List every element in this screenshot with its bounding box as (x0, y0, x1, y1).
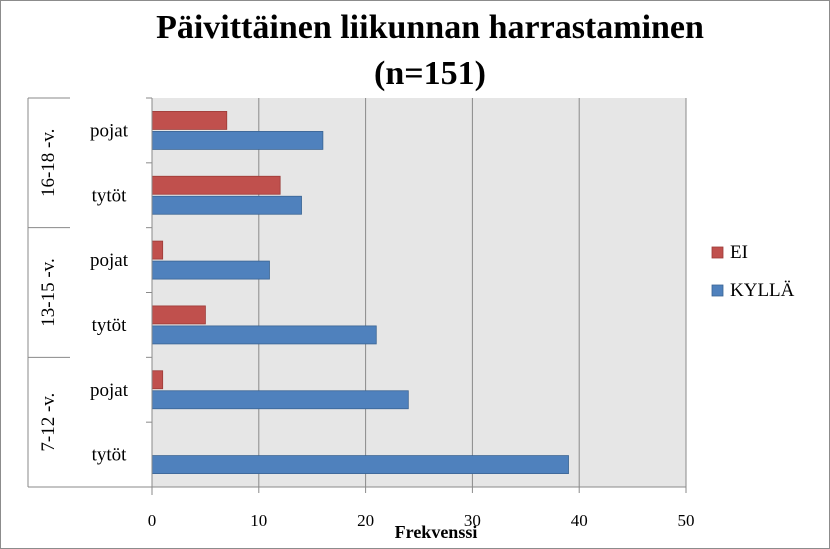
bar-ei-pojat-3 (151, 370, 164, 390)
plot-area (152, 98, 686, 487)
legend-swatch-kyllä (711, 284, 724, 297)
x-tick-label: 0 (148, 511, 157, 530)
bar-kyllä-pojat-1 (151, 131, 324, 150)
x-tick-label: 20 (357, 511, 374, 530)
category-label: pojat (90, 120, 129, 141)
group-label: 7-12 -v. (38, 393, 59, 452)
group-label: 16-18 -v. (38, 129, 59, 197)
category-label: tytöt (92, 315, 128, 336)
x-tick-label: 50 (678, 511, 695, 530)
bar-ei-pojat-2 (151, 240, 164, 260)
bar-kyllä-pojat-2 (151, 260, 270, 280)
x-tick-label: 40 (571, 511, 588, 530)
category-label: pojat (90, 380, 129, 401)
chart-title-line-2: (n=151) (374, 55, 486, 92)
group-label: 13-15 -v. (38, 258, 59, 326)
chart-title-line-1: Päivittäinen liikunnan harrastaminen (156, 9, 704, 46)
bar-ei-tytöt-2 (151, 305, 206, 325)
legend-label-kyllä: KYLLÄ (730, 280, 795, 301)
x-tick-label: 30 (464, 511, 481, 530)
bar-ei-pojat-1 (151, 111, 228, 130)
bar-kyllä-tytöt-1 (151, 195, 302, 215)
legend-label-ei: EI (730, 242, 748, 263)
category-label: tytöt (92, 445, 128, 466)
x-axis-title: Frekvenssi (395, 522, 478, 542)
category-label: pojat (90, 250, 129, 271)
bar-kyllä-tytöt-3 (151, 455, 569, 474)
legend-swatch-ei (711, 246, 724, 259)
bar-kyllä-tytöt-2 (151, 325, 377, 345)
bar-ei-tytöt-1 (151, 175, 281, 195)
category-label: tytöt (92, 185, 128, 206)
x-tick-label: 10 (250, 511, 267, 530)
bar-kyllä-pojat-3 (151, 390, 409, 410)
